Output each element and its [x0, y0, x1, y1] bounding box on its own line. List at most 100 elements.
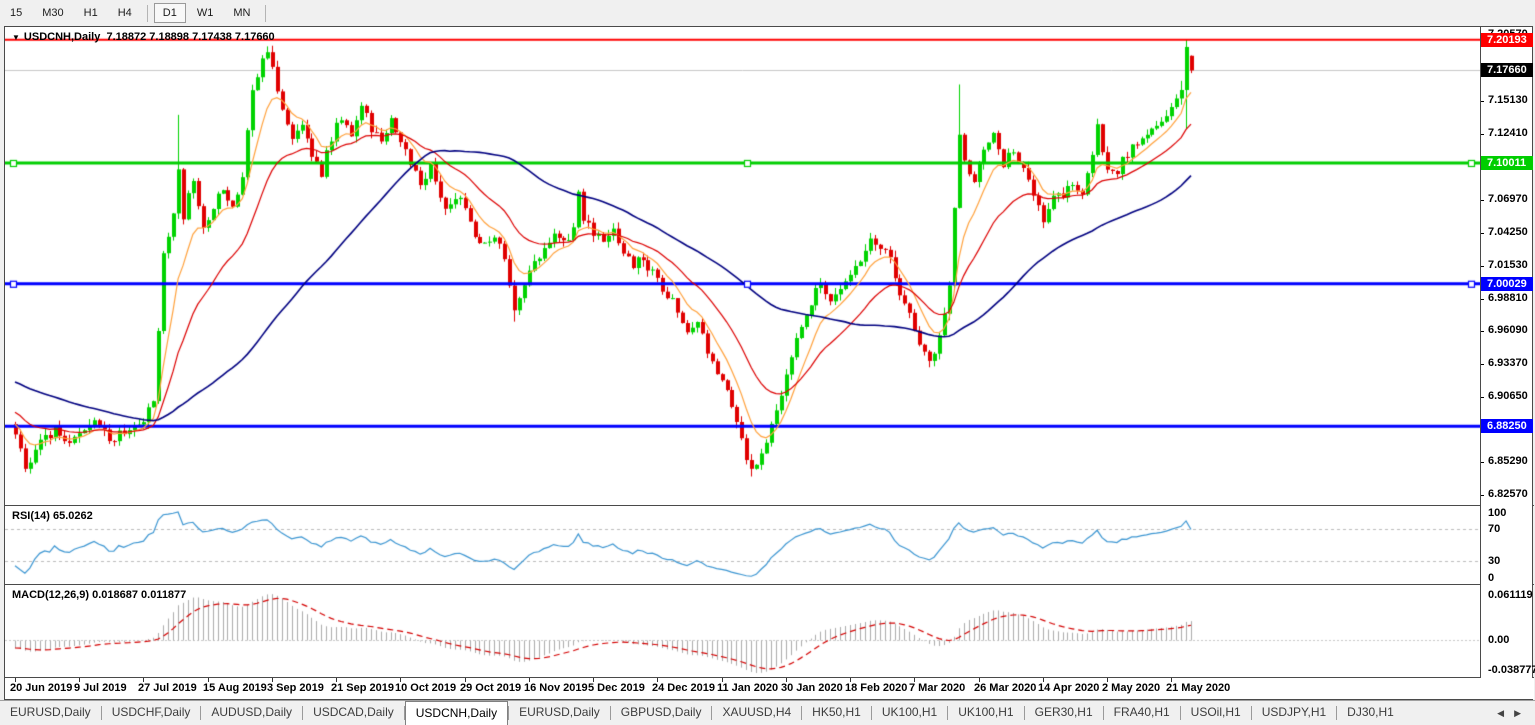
tab-separator [1179, 706, 1181, 720]
macd-axis-label: 0.00 [1488, 634, 1510, 646]
tab-separator [200, 706, 202, 720]
date-axis-label: 18 Feb 2020 [845, 682, 908, 694]
timeframe-button-D1[interactable]: D1 [153, 3, 186, 23]
tab-separator [609, 706, 611, 720]
date-axis-tick [1043, 678, 1044, 682]
date-axis-tick [529, 678, 530, 682]
date-axis-label: 26 Mar 2020 [974, 682, 1037, 694]
chart-tab-USDCHF-Daily[interactable]: USDCHF,Daily [111, 705, 191, 719]
timeframe-button-15[interactable]: 15 [10, 7, 23, 19]
date-axis[interactable]: 20 Jun 2019 9 Jul 2019 27 Jul 2019 15 Aug 2… [5, 678, 1534, 699]
timeframe-button-H4[interactable]: H4 [117, 7, 132, 19]
price-axis-label: 6.98810 [1488, 292, 1528, 304]
price-axis-label: 6.82570 [1488, 488, 1528, 500]
chart-tab-GER30-H1[interactable]: GER30,H1 [1034, 705, 1093, 719]
date-axis-label: 9 Jul 2019 [74, 682, 127, 694]
date-axis-tick [272, 678, 273, 682]
tab-separator [508, 706, 510, 720]
chart-tab-USDCNH-Daily[interactable]: USDCNH,Daily [404, 701, 509, 725]
timeframe-button-H1[interactable]: H1 [83, 7, 98, 19]
toolbar-separator [265, 4, 267, 22]
price-axis-tick [1481, 495, 1484, 496]
date-axis-tick [1171, 678, 1172, 682]
chart-tab-HK50-H1[interactable]: HK50,H1 [812, 705, 861, 719]
macd-pane-canvas[interactable] [5, 585, 1480, 677]
tab-scroll-left-icon[interactable]: ◀ [1497, 707, 1505, 718]
date-axis-tick [722, 678, 723, 682]
date-axis-label: 2 May 2020 [1102, 682, 1161, 694]
date-axis-label: 5 Dec 2019 [588, 682, 645, 694]
macd-indicator-label: MACD(12,26,9) 0.018687 0.011877 [12, 589, 187, 601]
date-axis-tick [979, 678, 980, 682]
rsi-axis-label: 100 [1488, 507, 1507, 519]
timeframe-button-MN[interactable]: MN [233, 7, 251, 19]
date-axis-label: 16 Nov 2019 [524, 682, 588, 694]
price-axis-label: 7.15130 [1488, 94, 1528, 106]
date-axis-tick [786, 678, 787, 682]
date-axis-tick [657, 678, 658, 682]
timeframe-button-M30[interactable]: M30 [42, 7, 64, 19]
price-axis-tick [1481, 266, 1484, 267]
price-axis-tick [1481, 299, 1484, 300]
chart-tab-USDJPY-H1[interactable]: USDJPY,H1 [1261, 705, 1327, 719]
timeframe-button-W1[interactable]: W1 [196, 7, 214, 19]
rsi-pane-canvas[interactable] [5, 506, 1480, 584]
chart-tab-EURUSD-Daily[interactable]: EURUSD,Daily [519, 705, 600, 719]
date-axis-tick [850, 678, 851, 682]
tab-separator [1023, 706, 1025, 720]
tab-separator [1102, 706, 1104, 720]
chart-tab-UK100-H1[interactable]: UK100,H1 [958, 705, 1014, 719]
date-axis-tick [1107, 678, 1108, 682]
date-axis-tick [15, 678, 16, 682]
chart-tab-AUDUSD-Daily[interactable]: AUDUSD,Daily [211, 705, 293, 719]
date-axis-tick [143, 678, 144, 682]
chart-title-ohlc: 7.18872 7.18898 7.17438 7.17660 [106, 31, 275, 43]
main-chart-canvas[interactable] [5, 27, 1480, 505]
toolbar-separator [146, 4, 148, 22]
price-axis-tick [1481, 101, 1484, 102]
tab-scroll-right-icon[interactable]: ▶ [1514, 707, 1521, 718]
price-axis-tick [1481, 233, 1484, 234]
chart-tab-USDCAD-Daily[interactable]: USDCAD,Daily [313, 705, 394, 719]
price-axis[interactable]: 7.205707.151307.124107.069707.042507.015… [1480, 27, 1535, 678]
tab-separator [302, 706, 304, 720]
tab-separator [403, 706, 405, 720]
price-axis-tick [1481, 331, 1484, 332]
tab-separator [947, 706, 949, 720]
pane-divider[interactable] [5, 505, 1534, 506]
date-axis-tick [465, 678, 466, 682]
price-axis-label: 6.85290 [1488, 455, 1528, 467]
macd-axis-label: -0.038777 [1488, 664, 1535, 676]
chart-tab-FRA40-H1[interactable]: FRA40,H1 [1113, 705, 1170, 719]
timeframe-toolbar: 15 M30 H1 H4 D1 W1 MN [0, 0, 1535, 26]
date-axis-tick [208, 678, 209, 682]
price-badge-7.10011: 7.10011 [1481, 156, 1533, 170]
date-axis-label: 21 Sep 2019 [331, 682, 394, 694]
price-axis-tick [1481, 397, 1484, 398]
tab-separator [801, 706, 803, 720]
date-axis-label: 10 Oct 2019 [395, 682, 457, 694]
chart-tab-XAUUSD-H4[interactable]: XAUUSD,H4 [722, 705, 792, 719]
chart-tab-GBPUSD-Daily[interactable]: GBPUSD,Daily [620, 705, 702, 719]
date-axis-label: 14 Apr 2020 [1038, 682, 1100, 694]
price-badge-6.88250: 6.88250 [1481, 419, 1533, 433]
date-axis-label: 21 May 2020 [1166, 682, 1231, 694]
chevron-down-icon[interactable]: ▼ [12, 33, 20, 42]
price-axis-label: 6.90650 [1488, 390, 1528, 402]
price-axis-label: 7.06970 [1488, 193, 1528, 205]
chart-tab-DJ30-H1[interactable]: DJ30,H1 [1347, 705, 1394, 719]
date-axis-label: 29 Oct 2019 [460, 682, 522, 694]
price-axis-label: 7.04250 [1488, 226, 1528, 238]
pane-divider [5, 677, 1534, 678]
date-axis-label: 11 Jan 2020 [717, 682, 779, 694]
chart-tab-USOil-H1[interactable]: USOil,H1 [1190, 705, 1241, 719]
chart-title: ▼ USDCNH,Daily 7.18872 7.18898 7.17438 7.… [12, 31, 275, 43]
date-axis-label: 30 Jan 2020 [781, 682, 843, 694]
price-axis-label: 6.93370 [1488, 357, 1528, 369]
chart-tab-UK100-H1[interactable]: UK100,H1 [881, 705, 938, 719]
chart-tab-EURUSD-Daily[interactable]: EURUSD,Daily [10, 705, 91, 719]
price-badge-7.17660: 7.17660 [1481, 63, 1533, 77]
pane-divider[interactable] [5, 584, 1534, 585]
price-axis-label: 6.96090 [1488, 324, 1528, 336]
date-axis-tick [914, 678, 915, 682]
